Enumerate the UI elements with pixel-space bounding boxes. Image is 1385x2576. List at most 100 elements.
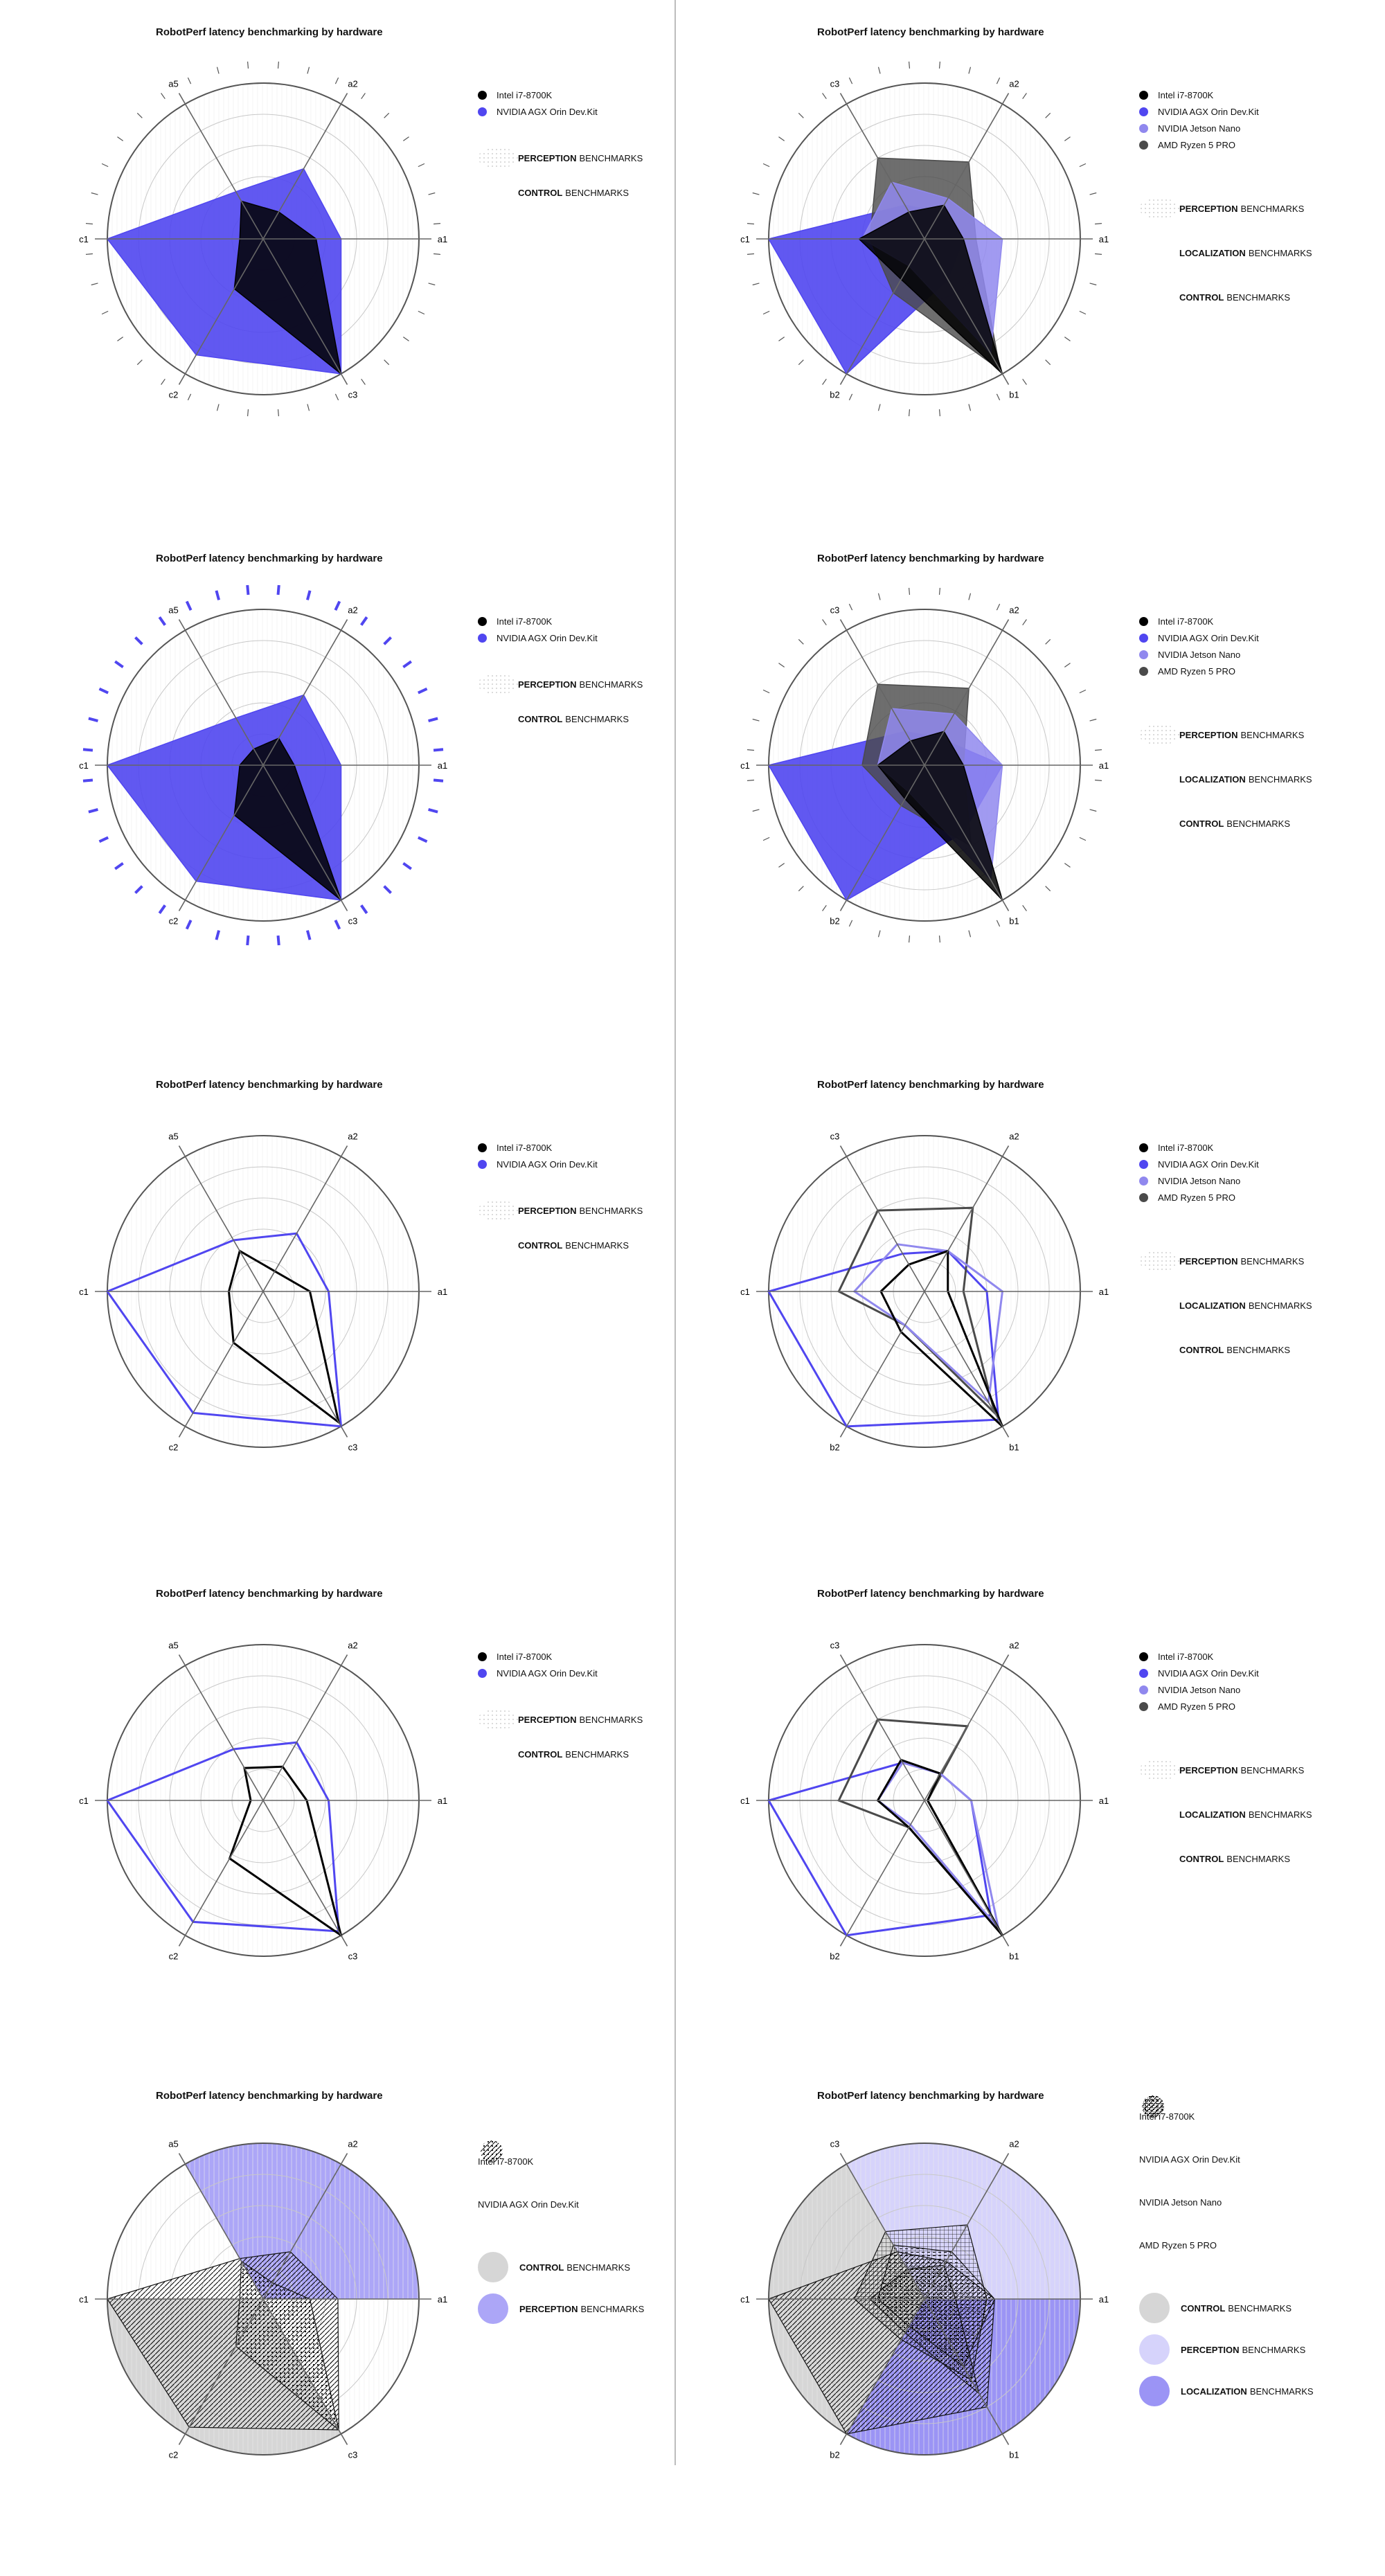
radar-panel: RobotPerf latency benchmarking by hardwa…: [661, 0, 1354, 512]
axis-spoke: [924, 1145, 1010, 1292]
radar-chart: a1 a2 a5 c1 c2 c3: [79, 1640, 447, 1962]
axis-label: a2: [348, 79, 357, 89]
series-nvidia-jetson-nano: [852, 1243, 1004, 1404]
radar-panel: RobotPerf latency benchmarking by hardwa…: [661, 1053, 1354, 1565]
outer-tick: [1064, 136, 1071, 141]
axis-label: a1: [438, 1796, 447, 1806]
legend: Intel i7-8700K NVIDIA AGX Orin Dev.Kit NVI…: [1139, 1648, 1312, 1881]
outer-tick: [215, 930, 221, 940]
category-suffix: BENCHMARKS: [566, 2262, 631, 2273]
outer-tick: [307, 66, 310, 74]
legend-item-amd: AMD Ryzen 5 PRO: [1139, 1698, 1312, 1715]
category-name: CONTROL: [1179, 818, 1224, 829]
category-label-perception: PERCEPTION BENCHMARKS: [1139, 1748, 1312, 1792]
legend-item-orin: NVIDIA AGX Orin Dev.Kit: [1139, 1665, 1312, 1681]
axis-label: c2: [169, 915, 179, 926]
category-label-control: CONTROL BENCHMARKS: [1139, 2287, 1314, 2329]
axis-spoke: [262, 2298, 348, 2445]
category-suffix: BENCHMARKS: [1242, 2344, 1306, 2355]
legend-dot: [1139, 650, 1148, 659]
axis-label: c3: [348, 389, 358, 400]
category-label-perception: PERCEPTION BENCHMARKS: [478, 667, 643, 701]
radar-chart: a1 a2 a5 c1 c2 c3: [79, 61, 447, 417]
category-suffix: BENCHMARKS: [565, 713, 629, 724]
radar-panel: RobotPerf latency benchmarking by hardwa…: [0, 0, 692, 512]
category-name: CONTROL: [1181, 2302, 1226, 2314]
axis-label: a1: [438, 2294, 447, 2305]
legend-label: NVIDIA Jetson Nano: [1158, 1684, 1241, 1695]
outer-tick: [778, 663, 785, 668]
outer-tick: [402, 136, 409, 141]
axis-label: a2: [1009, 2139, 1019, 2149]
outer-tick: [996, 393, 1001, 401]
outer-tick: [822, 93, 827, 100]
legend-swatch: [1142, 2095, 1164, 2118]
legend-item-orin: NVIDIA AGX Orin Dev.Kit: [478, 2140, 644, 2226]
category-label-control: CONTROL BENCHMARKS: [1139, 801, 1312, 846]
legend-dot: [1139, 1143, 1148, 1152]
legend: Intel i7-8700K NVIDIA AGX Orin Dev.Kit NVI…: [1139, 87, 1312, 319]
outer-tick: [246, 935, 250, 946]
axis-label: b1: [1009, 915, 1019, 926]
outer-tick: [216, 404, 220, 411]
radar-chart: a1 a2 c3 c1 b2 b1: [740, 587, 1109, 943]
chart-title: RobotPerf latency benchmarking by hardwa…: [156, 26, 383, 38]
axis-label: b2: [830, 915, 839, 926]
legend-label: Intel i7-8700K: [1158, 1651, 1214, 1662]
axis-label: a2: [348, 1640, 357, 1651]
radar-chart: a1 a2 a5 c1 c2 c3: [79, 2139, 447, 2460]
axis-label: c2: [169, 2449, 179, 2460]
axis-label: c1: [740, 760, 750, 771]
legend-label: NVIDIA AGX Orin Dev.Kit: [1158, 632, 1259, 643]
axis-label: b2: [830, 1951, 839, 1961]
category-suffix: BENCHMARKS: [1226, 1344, 1291, 1355]
legend-label: AMD Ryzen 5 PRO: [1158, 139, 1235, 150]
axis-label: c1: [79, 234, 89, 244]
legend: Intel i7-8700K NVIDIA AGX Orin Dev.Kit NVI…: [1139, 613, 1312, 846]
outer-tick: [1064, 863, 1071, 868]
radar-chart: a1 a2 a5 c1 c2 c3: [79, 1132, 447, 1453]
outer-tick: [822, 378, 827, 385]
axis-label: c3: [348, 915, 358, 926]
legend-label: NVIDIA AGX Orin Dev.Kit: [497, 1667, 598, 1679]
legend-item-intel: Intel i7-8700K: [1139, 1648, 1312, 1665]
outer-tick: [117, 136, 124, 141]
axis-label: c1: [79, 760, 89, 771]
outer-tick: [778, 863, 785, 868]
chart-title: RobotPerf latency benchmarking by hardwa…: [817, 26, 1044, 38]
outer-tick: [778, 136, 785, 141]
axis-spoke: [839, 764, 925, 911]
radar-chart: a1 a2 c3 c1 b2 b1: [740, 1132, 1109, 1453]
outer-tick: [114, 862, 124, 870]
axis-label: a2: [1009, 79, 1019, 89]
axis-spoke: [924, 1654, 1010, 1801]
outer-tick: [752, 718, 760, 722]
outer-tick: [1089, 809, 1097, 812]
outer-tick: [1022, 619, 1027, 626]
outer-tick: [1095, 749, 1102, 751]
outer-tick: [276, 935, 280, 946]
legend-label: Intel i7-8700K: [1158, 89, 1214, 100]
legend-label: AMD Ryzen 5 PRO: [1158, 1192, 1235, 1203]
outer-tick: [968, 930, 972, 938]
category-label-localization: LOCALIZATION BENCHMARKS: [1139, 1792, 1312, 1836]
category-suffix: BENCHMARKS: [565, 187, 629, 198]
axis-label: c3: [348, 1951, 358, 1961]
legend-label: NVIDIA AGX Orin Dev.Kit: [1158, 1159, 1259, 1170]
category-name: PERCEPTION: [1179, 1764, 1238, 1776]
axis-label: a5: [168, 1132, 178, 1142]
category-label-control: CONTROL BENCHMARKS: [1139, 1836, 1312, 1881]
axis-label: c1: [740, 234, 750, 244]
legend-dot: [478, 1143, 487, 1152]
legend-dot: [1139, 1192, 1148, 1202]
outer-tick: [305, 590, 312, 600]
category-label-perception: PERCEPTION BENCHMARKS: [478, 2288, 644, 2329]
outer-tick: [798, 886, 804, 892]
legend-item-amd: AMD Ryzen 5 PRO: [1139, 663, 1312, 679]
outer-tick: [277, 409, 279, 417]
outer-tick: [909, 936, 911, 943]
axis-spoke: [262, 1654, 348, 1801]
category-label-control: CONTROL BENCHMARKS: [478, 1737, 643, 1771]
legend-item-orin: NVIDIA AGX Orin Dev.Kit: [1139, 103, 1312, 120]
axis-spoke: [839, 1654, 925, 1801]
